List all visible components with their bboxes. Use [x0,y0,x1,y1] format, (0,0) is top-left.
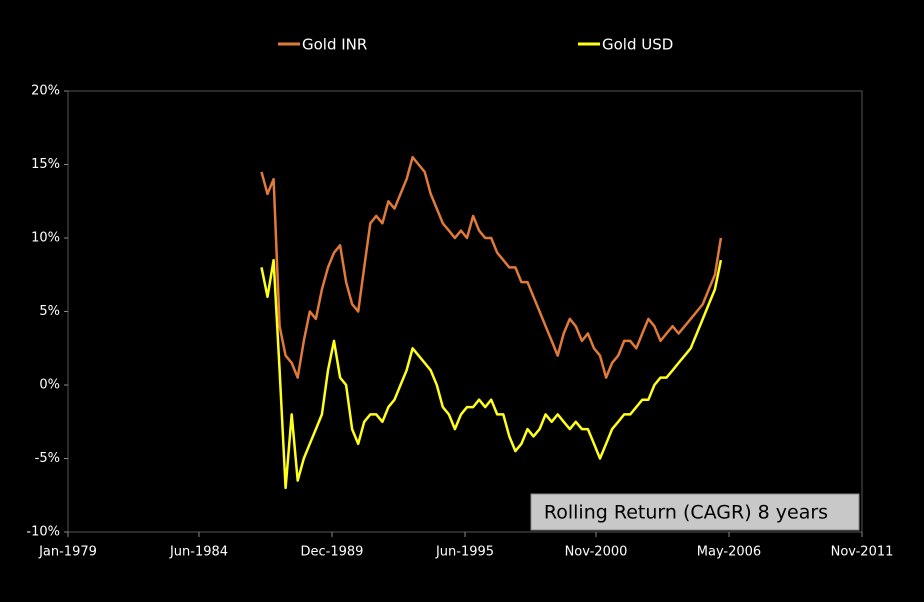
series-line [260,155,723,379]
series-line [260,258,723,490]
y-tick-label: -10% [26,525,60,540]
y-tick-label: 0% [39,378,60,393]
annotation-box [530,493,860,531]
y-tick-label: 5% [39,304,60,319]
x-tick-label: Nov-2011 [831,545,894,560]
y-tick-label: -5% [35,451,60,466]
x-tick-label: Jun-1984 [169,545,228,560]
y-tick-label: 10% [31,231,60,246]
legend-label: Gold INR [302,36,367,54]
y-tick-label: 15% [31,157,60,172]
x-tick-label: Jun-1995 [435,545,494,560]
legend-label: Gold USD [602,36,673,54]
x-tick-label: Jan-1979 [38,545,97,560]
x-tick-label: Dec-1989 [301,545,364,560]
x-tick-label: Nov-2000 [565,545,628,560]
y-tick-label: 20% [31,84,60,99]
annotation: Rolling Return (CAGR) 8 years [544,502,828,524]
x-tick-label: May-2006 [697,545,761,560]
